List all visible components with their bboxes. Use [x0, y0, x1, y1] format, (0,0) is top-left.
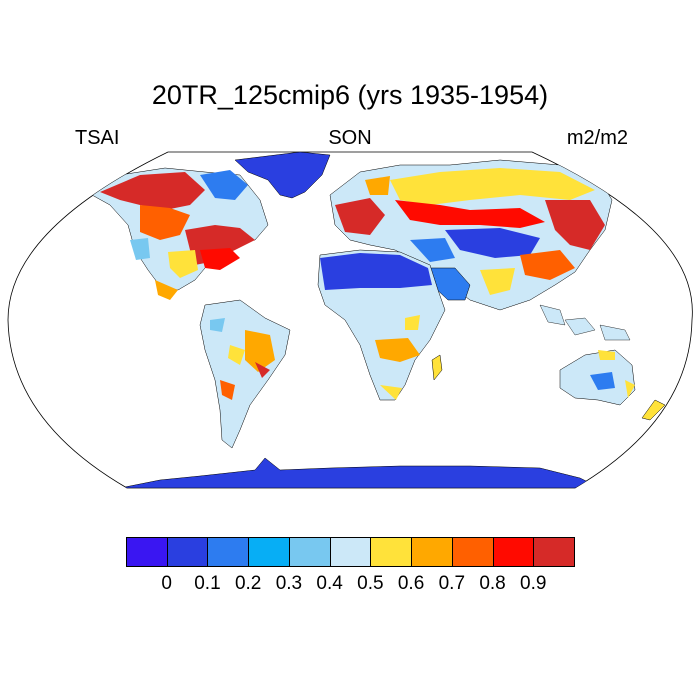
colorbar-swatch [126, 537, 168, 567]
colorbar [126, 537, 575, 567]
colorbar-swatch [370, 537, 413, 567]
colorbar-tick-label: 0.7 [438, 573, 466, 594]
madagascar [431, 354, 443, 381]
colorbar-tick-label: 0.6 [397, 573, 425, 594]
colorbar-swatch [288, 537, 331, 567]
southeast-asia-islands [539, 304, 631, 341]
eurasia [329, 159, 613, 311]
colorbar-tick-label: 0.5 [357, 573, 384, 594]
colorbar-tick-label: 0.3 [275, 573, 303, 594]
antarctica [119, 457, 601, 488]
season-label: SON [328, 127, 372, 149]
colorbar-swatch [329, 537, 372, 567]
colorbar-swatch [492, 537, 535, 567]
colorbar-swatch [411, 537, 453, 567]
colorbar-tick-label: 0.1 [194, 573, 221, 594]
colorbar-tick-label: 0 [161, 573, 172, 594]
colorbar-tick-label: 0.9 [520, 573, 547, 594]
colorbar-swatch [207, 537, 250, 567]
variable-label: TSAI [75, 127, 120, 149]
colorbar-tick-label: 0.8 [479, 573, 506, 594]
colorbar-swatch [248, 537, 290, 567]
colorbar-swatch [166, 537, 209, 567]
greenland [234, 152, 331, 199]
colorbar-tick-label: 0.2 [234, 573, 262, 594]
colorbar-tick-label: 0.4 [316, 573, 343, 594]
south-america [199, 299, 291, 449]
north-america [91, 167, 269, 300]
australia [559, 349, 636, 406]
colorbar-swatch [451, 537, 494, 567]
new-zealand [641, 399, 666, 421]
africa [317, 249, 446, 401]
map-title: 20TR_125cmip6 (yrs 1935-1954) [151, 80, 549, 110]
colorbar-swatch [533, 537, 575, 567]
units-label: m2/m2 [566, 127, 628, 149]
